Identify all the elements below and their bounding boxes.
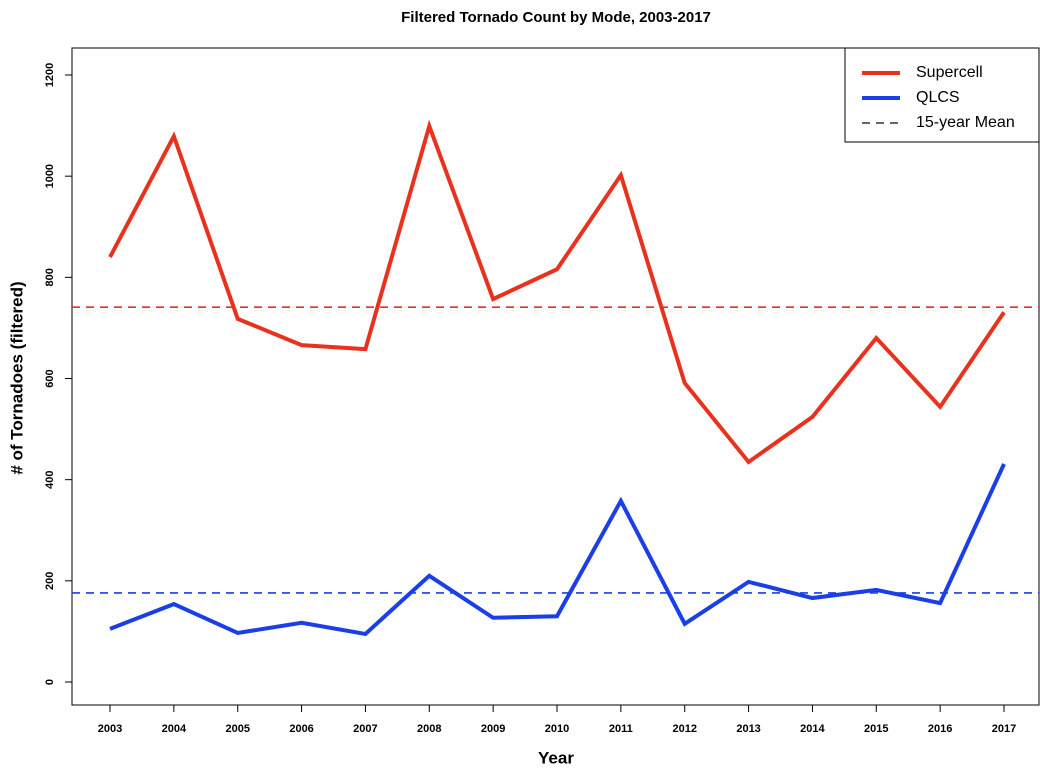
x-tick-label: 2015 [864, 723, 888, 735]
x-tick-label: 2017 [992, 723, 1016, 735]
chart-title: Filtered Tornado Count by Mode, 2003-201… [401, 9, 711, 26]
legend-label: QLCS [916, 89, 960, 106]
x-axis-title: Year [538, 748, 574, 767]
y-tick-label: 1200 [44, 63, 56, 87]
series-line [109, 463, 1006, 637]
x-tick-label: 2010 [545, 723, 569, 735]
x-tick-label: 2014 [800, 723, 825, 735]
y-tick-label: 1000 [44, 164, 56, 188]
y-tick-label: 800 [44, 268, 56, 286]
legend-label: 15-year Mean [916, 114, 1015, 131]
x-tick-label: 2006 [289, 723, 313, 735]
y-tick-label: 600 [44, 369, 56, 387]
x-tick-label: 2012 [672, 723, 696, 735]
y-tick-label: 0 [44, 679, 56, 685]
x-tick-label: 2005 [225, 723, 249, 735]
x-tick-label: 2009 [481, 723, 505, 735]
y-axis-title: # of Tornadoes (filtered) [7, 281, 26, 474]
plot-box [71, 47, 1040, 706]
legend-label: Supercell [916, 64, 983, 81]
x-tick-label: 2008 [417, 723, 441, 735]
x-tick-label: 2011 [609, 723, 633, 735]
y-tick-label: 400 [44, 470, 56, 488]
x-tick-label: 2016 [928, 723, 952, 735]
legend-box [844, 47, 1040, 143]
x-tick-label: 2003 [98, 723, 122, 735]
x-tick-label: 2007 [353, 723, 377, 735]
x-tick-label: 2004 [162, 723, 187, 735]
series-line [108, 119, 1006, 465]
x-tick-label: 2013 [736, 723, 760, 735]
y-tick-label: 200 [44, 572, 56, 590]
